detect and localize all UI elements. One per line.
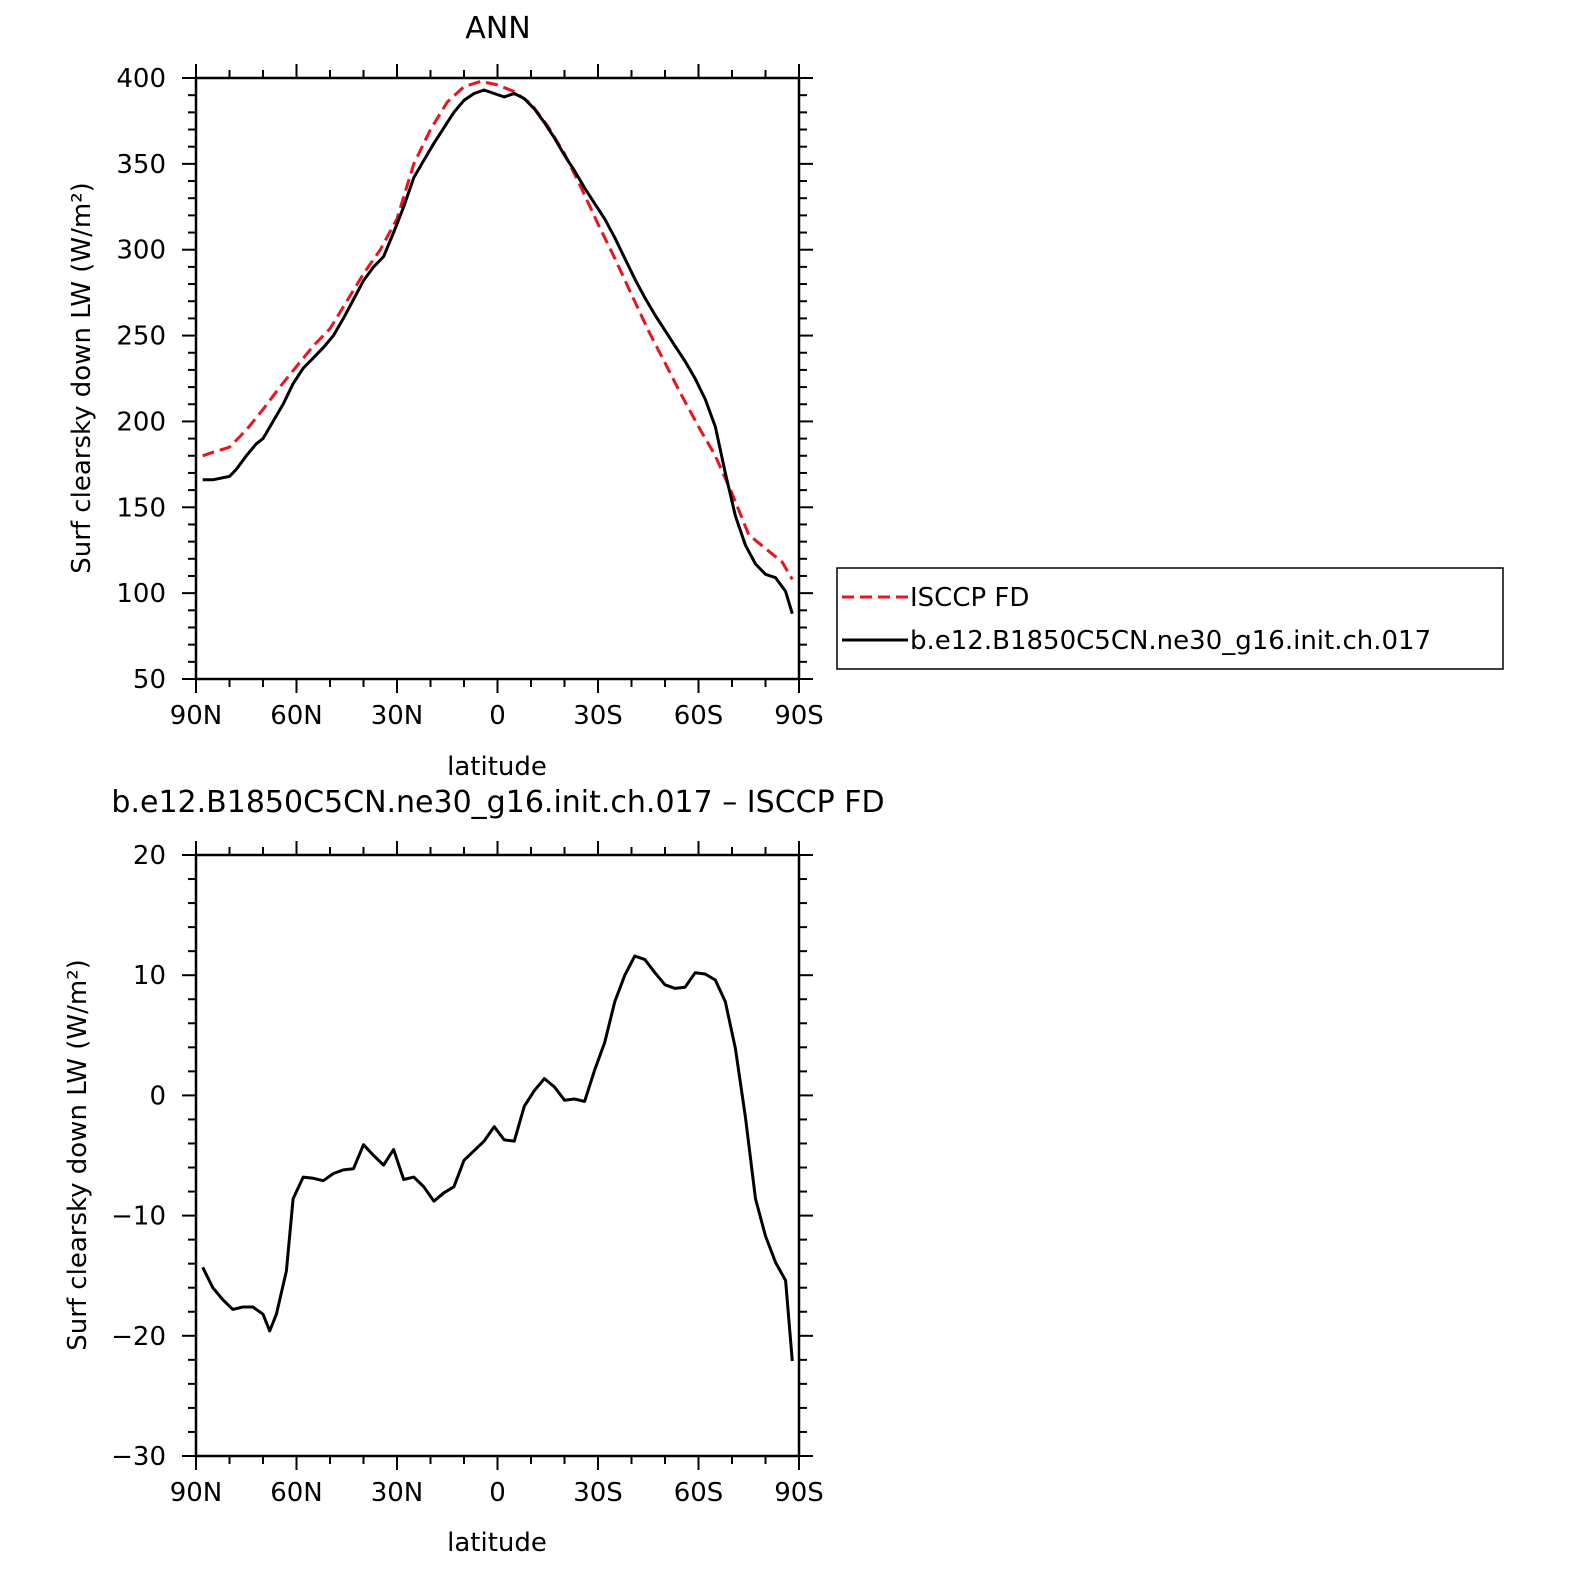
top-xtick-label: 60N (270, 701, 323, 731)
top-panel: ANN 90N 60N 30N 0 30S 60S 90S 50 100 150 200 250 300… (67, 11, 824, 782)
bottom-chart-title: b.e12.B1850C5CN.ne30_g16.init.ch.017 – I… (111, 785, 884, 820)
bottom-series-group (201, 954, 794, 1362)
bottom-x-axis-label: latitude (447, 1528, 547, 1558)
legend-label-isccp: ISCCP FD (910, 583, 1029, 613)
top-ytick-label: 400 (116, 64, 166, 94)
top-xtick-label: 90S (774, 701, 824, 731)
bottom-xtick-label: 90N (170, 1478, 223, 1508)
bottom-xtick-label: 60S (674, 1478, 724, 1508)
top-ytick-label: 300 (116, 236, 166, 266)
top-ytick-label: 50 (133, 665, 166, 695)
bottom-panel: b.e12.B1850C5CN.ne30_g16.init.ch.017 – I… (63, 785, 885, 1558)
legend-label-model: b.e12.B1850C5CN.ne30_g16.init.ch.017 (910, 626, 1431, 656)
legend: ISCCP FD b.e12.B1850C5CN.ne30_g16.init.c… (836, 567, 1504, 670)
bottom-xtick-label: 90S (774, 1478, 824, 1508)
top-xtick-label: 60S (674, 701, 724, 731)
top-xtick-label: 90N (170, 701, 223, 731)
top-series-line-1 (202, 88, 794, 615)
bottom-xtick-label: 0 (489, 1478, 506, 1508)
top-ytick-label: 150 (116, 493, 166, 523)
top-xtick-label: 0 (489, 701, 506, 731)
bottom-series-line-0 (201, 954, 794, 1362)
bottom-xtick-label: 30N (371, 1478, 424, 1508)
top-axes: 90N 60N 30N 0 30S 60S 90S 50 100 150 200 250 300 350 4… (116, 64, 824, 731)
top-ytick-label: 250 (116, 322, 166, 352)
bottom-ytick-label: 10 (133, 961, 166, 991)
bottom-xtick-label: 60N (270, 1478, 323, 1508)
top-series-group (202, 79, 794, 615)
top-xtick-label: 30S (573, 701, 623, 731)
top-y-axis-label: Surf clearsky down LW (W/m²) (67, 182, 97, 574)
top-x-axis-label: latitude (447, 752, 547, 782)
bottom-xtick-label: 30S (573, 1478, 623, 1508)
legend-box (836, 567, 1504, 670)
bottom-ytick-label: 20 (133, 841, 166, 871)
top-plot-frame (194, 76, 801, 681)
bottom-ytick-label: −10 (111, 1202, 166, 1232)
bottom-plot-frame (194, 853, 801, 1458)
top-ytick-label: 200 (116, 407, 166, 437)
bottom-ytick-label: 0 (149, 1081, 166, 1111)
bottom-y-axis-label: Surf clearsky down LW (W/m²) (63, 959, 93, 1351)
bottom-axes: 90N 60N 30N 0 30S 60S 90S −30 −20 −10 0 10 20 (111, 841, 824, 1508)
top-ytick-label: 100 (116, 579, 166, 609)
bottom-ytick-label: −20 (111, 1322, 166, 1352)
top-series-line-0 (202, 79, 794, 581)
top-ytick-label: 350 (116, 150, 166, 180)
top-chart-title: ANN (465, 11, 530, 46)
bottom-ytick-label: −30 (111, 1442, 166, 1472)
top-xtick-label: 30N (371, 701, 424, 731)
